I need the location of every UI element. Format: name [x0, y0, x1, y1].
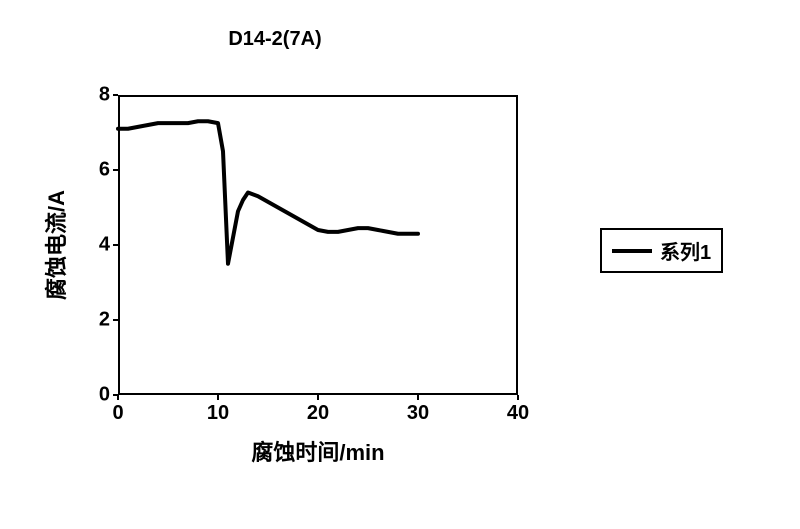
x-tick-label: 0 [112, 402, 123, 425]
y-tick-label: 4 [99, 234, 110, 257]
chart-container: D14-2(7A) 腐蚀电流/A 腐蚀时间/min 0 2 4 6 8 0 10 20 30 4… [0, 0, 800, 529]
x-tick-label: 30 [407, 402, 429, 425]
y-tick-label: 8 [99, 84, 110, 107]
line-series-svg [118, 95, 518, 395]
x-tick-mark [517, 395, 519, 400]
legend-line-icon [612, 249, 652, 253]
x-axis-label: 腐蚀时间/min [251, 435, 384, 467]
legend-item-label: 系列1 [660, 236, 711, 265]
x-tick-mark [417, 395, 419, 400]
series-1-path [118, 121, 418, 264]
y-axis-label: 腐蚀电流/A [39, 190, 71, 300]
chart-title: D14-2(7A) [0, 28, 550, 51]
y-tick-label: 0 [99, 384, 110, 407]
x-tick-mark [117, 395, 119, 400]
x-tick-mark [317, 395, 319, 400]
x-tick-label: 10 [207, 402, 229, 425]
x-tick-mark [217, 395, 219, 400]
y-tick-label: 2 [99, 309, 110, 332]
y-tick-label: 6 [99, 159, 110, 182]
legend: 系列1 [600, 228, 723, 273]
x-tick-label: 20 [307, 402, 329, 425]
x-tick-label: 40 [507, 402, 529, 425]
